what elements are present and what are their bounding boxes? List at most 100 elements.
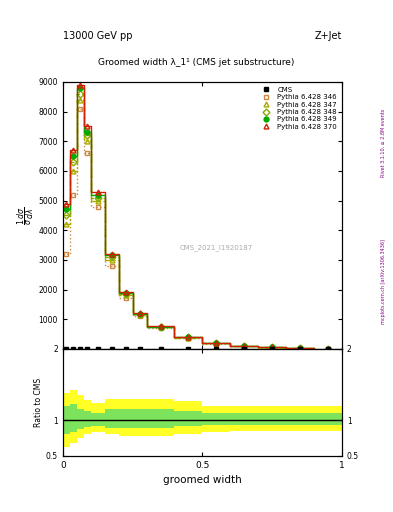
- Pythia 6.428 347: [137, 312, 142, 318]
- Pythia 6.428 349: [326, 346, 331, 352]
- Pythia 6.428 348: [137, 311, 142, 317]
- Pythia 6.428 348: [158, 324, 163, 330]
- Legend: CMS, Pythia 6.428 346, Pythia 6.428 347, Pythia 6.428 348, Pythia 6.428 349, Pyt: CMS, Pythia 6.428 346, Pythia 6.428 347,…: [256, 86, 338, 131]
- Pythia 6.428 347: [78, 97, 83, 103]
- Pythia 6.428 348: [64, 212, 69, 219]
- Pythia 6.428 370: [326, 346, 331, 352]
- Pythia 6.428 346: [158, 325, 163, 331]
- Line: Pythia 6.428 347: Pythia 6.428 347: [64, 97, 331, 351]
- Pythia 6.428 370: [71, 147, 76, 153]
- Pythia 6.428 348: [270, 345, 275, 351]
- Pythia 6.428 349: [109, 252, 114, 259]
- CMS: [78, 346, 83, 352]
- Pythia 6.428 349: [186, 334, 191, 340]
- Pythia 6.428 370: [298, 345, 303, 351]
- Pythia 6.428 370: [78, 82, 83, 88]
- Pythia 6.428 347: [270, 345, 275, 351]
- Pythia 6.428 349: [85, 129, 90, 135]
- CMS: [326, 346, 331, 352]
- Pythia 6.428 370: [85, 123, 90, 130]
- Pythia 6.428 346: [71, 191, 76, 198]
- Pythia 6.428 348: [298, 345, 303, 351]
- Pythia 6.428 348: [95, 195, 100, 201]
- Line: Pythia 6.428 348: Pythia 6.428 348: [64, 91, 331, 351]
- Text: Rivet 3.1.10, ≥ 2.8M events: Rivet 3.1.10, ≥ 2.8M events: [381, 109, 386, 178]
- Pythia 6.428 349: [137, 310, 142, 316]
- Pythia 6.428 347: [95, 198, 100, 204]
- Pythia 6.428 346: [64, 251, 69, 257]
- Pythia 6.428 348: [85, 132, 90, 138]
- Pythia 6.428 347: [123, 292, 128, 298]
- CMS: [71, 346, 76, 352]
- Pythia 6.428 370: [214, 340, 219, 346]
- CMS: [85, 346, 90, 352]
- Line: Pythia 6.428 370: Pythia 6.428 370: [64, 82, 331, 351]
- Pythia 6.428 347: [64, 221, 69, 227]
- Pythia 6.428 370: [109, 251, 114, 257]
- Pythia 6.428 349: [123, 290, 128, 296]
- Pythia 6.428 346: [270, 345, 275, 351]
- Pythia 6.428 348: [78, 91, 83, 97]
- Pythia 6.428 347: [242, 343, 247, 349]
- Pythia 6.428 347: [326, 346, 331, 352]
- Pythia 6.428 347: [85, 138, 90, 144]
- Pythia 6.428 346: [85, 150, 90, 156]
- Text: Groomed width λ_1¹ (CMS jet substructure): Groomed width λ_1¹ (CMS jet substructure…: [98, 57, 295, 67]
- CMS: [95, 346, 100, 352]
- Pythia 6.428 348: [214, 340, 219, 347]
- Pythia 6.428 347: [158, 324, 163, 330]
- Pythia 6.428 346: [137, 313, 142, 319]
- Pythia 6.428 347: [214, 340, 219, 347]
- Pythia 6.428 348: [109, 254, 114, 260]
- CMS: [270, 346, 275, 352]
- Pythia 6.428 346: [186, 335, 191, 341]
- CMS: [186, 346, 191, 352]
- Pythia 6.428 348: [123, 291, 128, 297]
- CMS: [158, 346, 163, 352]
- Pythia 6.428 370: [123, 289, 128, 295]
- Pythia 6.428 370: [158, 323, 163, 329]
- Text: Z+Jet: Z+Jet: [314, 31, 342, 41]
- Pythia 6.428 349: [64, 206, 69, 212]
- Pythia 6.428 370: [64, 201, 69, 207]
- CMS: [298, 346, 303, 352]
- Pythia 6.428 347: [298, 345, 303, 351]
- Pythia 6.428 346: [214, 340, 219, 347]
- Pythia 6.428 370: [137, 310, 142, 316]
- Text: mcplots.cern.ch [arXiv:1306.3436]: mcplots.cern.ch [arXiv:1306.3436]: [381, 239, 386, 324]
- CMS: [123, 346, 128, 352]
- Pythia 6.428 346: [109, 263, 114, 269]
- Pythia 6.428 348: [326, 346, 331, 352]
- Pythia 6.428 346: [95, 203, 100, 209]
- Pythia 6.428 346: [123, 295, 128, 302]
- CMS: [137, 346, 142, 352]
- Pythia 6.428 348: [186, 334, 191, 340]
- Pythia 6.428 346: [298, 345, 303, 351]
- Pythia 6.428 349: [242, 343, 247, 349]
- Line: Pythia 6.428 346: Pythia 6.428 346: [64, 106, 331, 351]
- Pythia 6.428 346: [78, 105, 83, 112]
- CMS: [64, 346, 69, 352]
- Line: Pythia 6.428 349: Pythia 6.428 349: [64, 86, 331, 351]
- Text: CMS_2021_I1920187: CMS_2021_I1920187: [180, 244, 253, 251]
- Pythia 6.428 346: [242, 343, 247, 349]
- Line: CMS: CMS: [64, 347, 330, 351]
- Pythia 6.428 349: [71, 153, 76, 159]
- Pythia 6.428 349: [95, 191, 100, 198]
- Pythia 6.428 370: [95, 188, 100, 195]
- Pythia 6.428 349: [158, 324, 163, 330]
- X-axis label: groomed width: groomed width: [163, 475, 242, 485]
- CMS: [109, 346, 114, 352]
- Text: 13000 GeV pp: 13000 GeV pp: [63, 31, 132, 41]
- Pythia 6.428 370: [242, 343, 247, 349]
- Y-axis label: $\frac{1}{\sigma}\frac{d\sigma}{d\lambda}$: $\frac{1}{\sigma}\frac{d\sigma}{d\lambda…: [16, 206, 37, 225]
- Pythia 6.428 370: [186, 334, 191, 340]
- Pythia 6.428 348: [242, 343, 247, 349]
- CMS: [242, 346, 247, 352]
- Pythia 6.428 349: [270, 345, 275, 351]
- Pythia 6.428 347: [186, 334, 191, 340]
- Pythia 6.428 349: [298, 345, 303, 351]
- Pythia 6.428 346: [326, 346, 331, 352]
- Y-axis label: Ratio to CMS: Ratio to CMS: [34, 378, 43, 427]
- Pythia 6.428 349: [214, 340, 219, 346]
